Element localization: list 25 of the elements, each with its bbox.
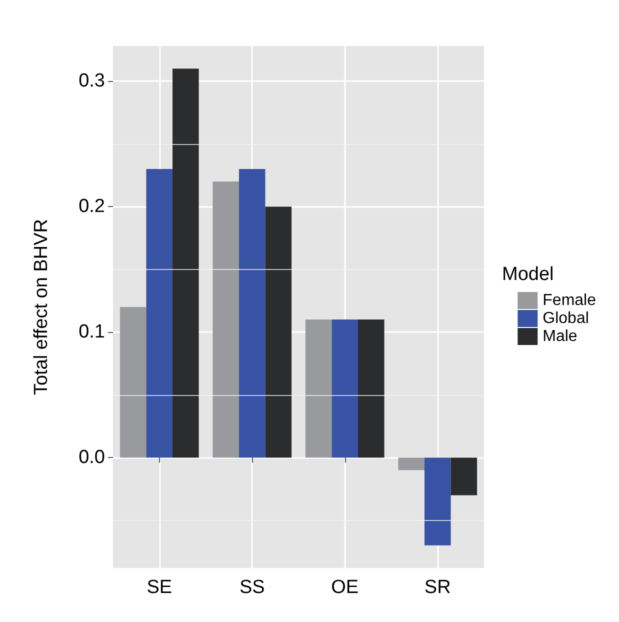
legend-label: Global [542, 310, 589, 327]
y-tick-label: 0.3 [78, 70, 105, 92]
x-tick-label: SR [424, 577, 451, 598]
bar [212, 182, 239, 458]
x-tick-label: OE [331, 577, 359, 598]
bar [358, 320, 384, 458]
legend-title: Model [502, 264, 554, 285]
x-tick-label: SS [239, 577, 265, 598]
y-tick-label: 0.0 [78, 447, 105, 468]
bar [305, 320, 332, 458]
bar [120, 307, 146, 458]
bar [146, 168, 173, 458]
legend-label: Female [542, 292, 596, 309]
y-tick-label: 0.1 [78, 322, 105, 343]
x-tick-label: SE [146, 577, 172, 598]
bar [238, 168, 266, 458]
y-tick-label: 0.2 [78, 196, 105, 218]
bar [398, 458, 424, 470]
bar [424, 458, 451, 546]
bar [172, 68, 199, 458]
bar [265, 206, 292, 458]
legend-label: Male [542, 328, 578, 345]
y-axis-title: Total effect on BHVR [31, 218, 52, 396]
bar [450, 458, 478, 496]
bar [332, 320, 358, 458]
